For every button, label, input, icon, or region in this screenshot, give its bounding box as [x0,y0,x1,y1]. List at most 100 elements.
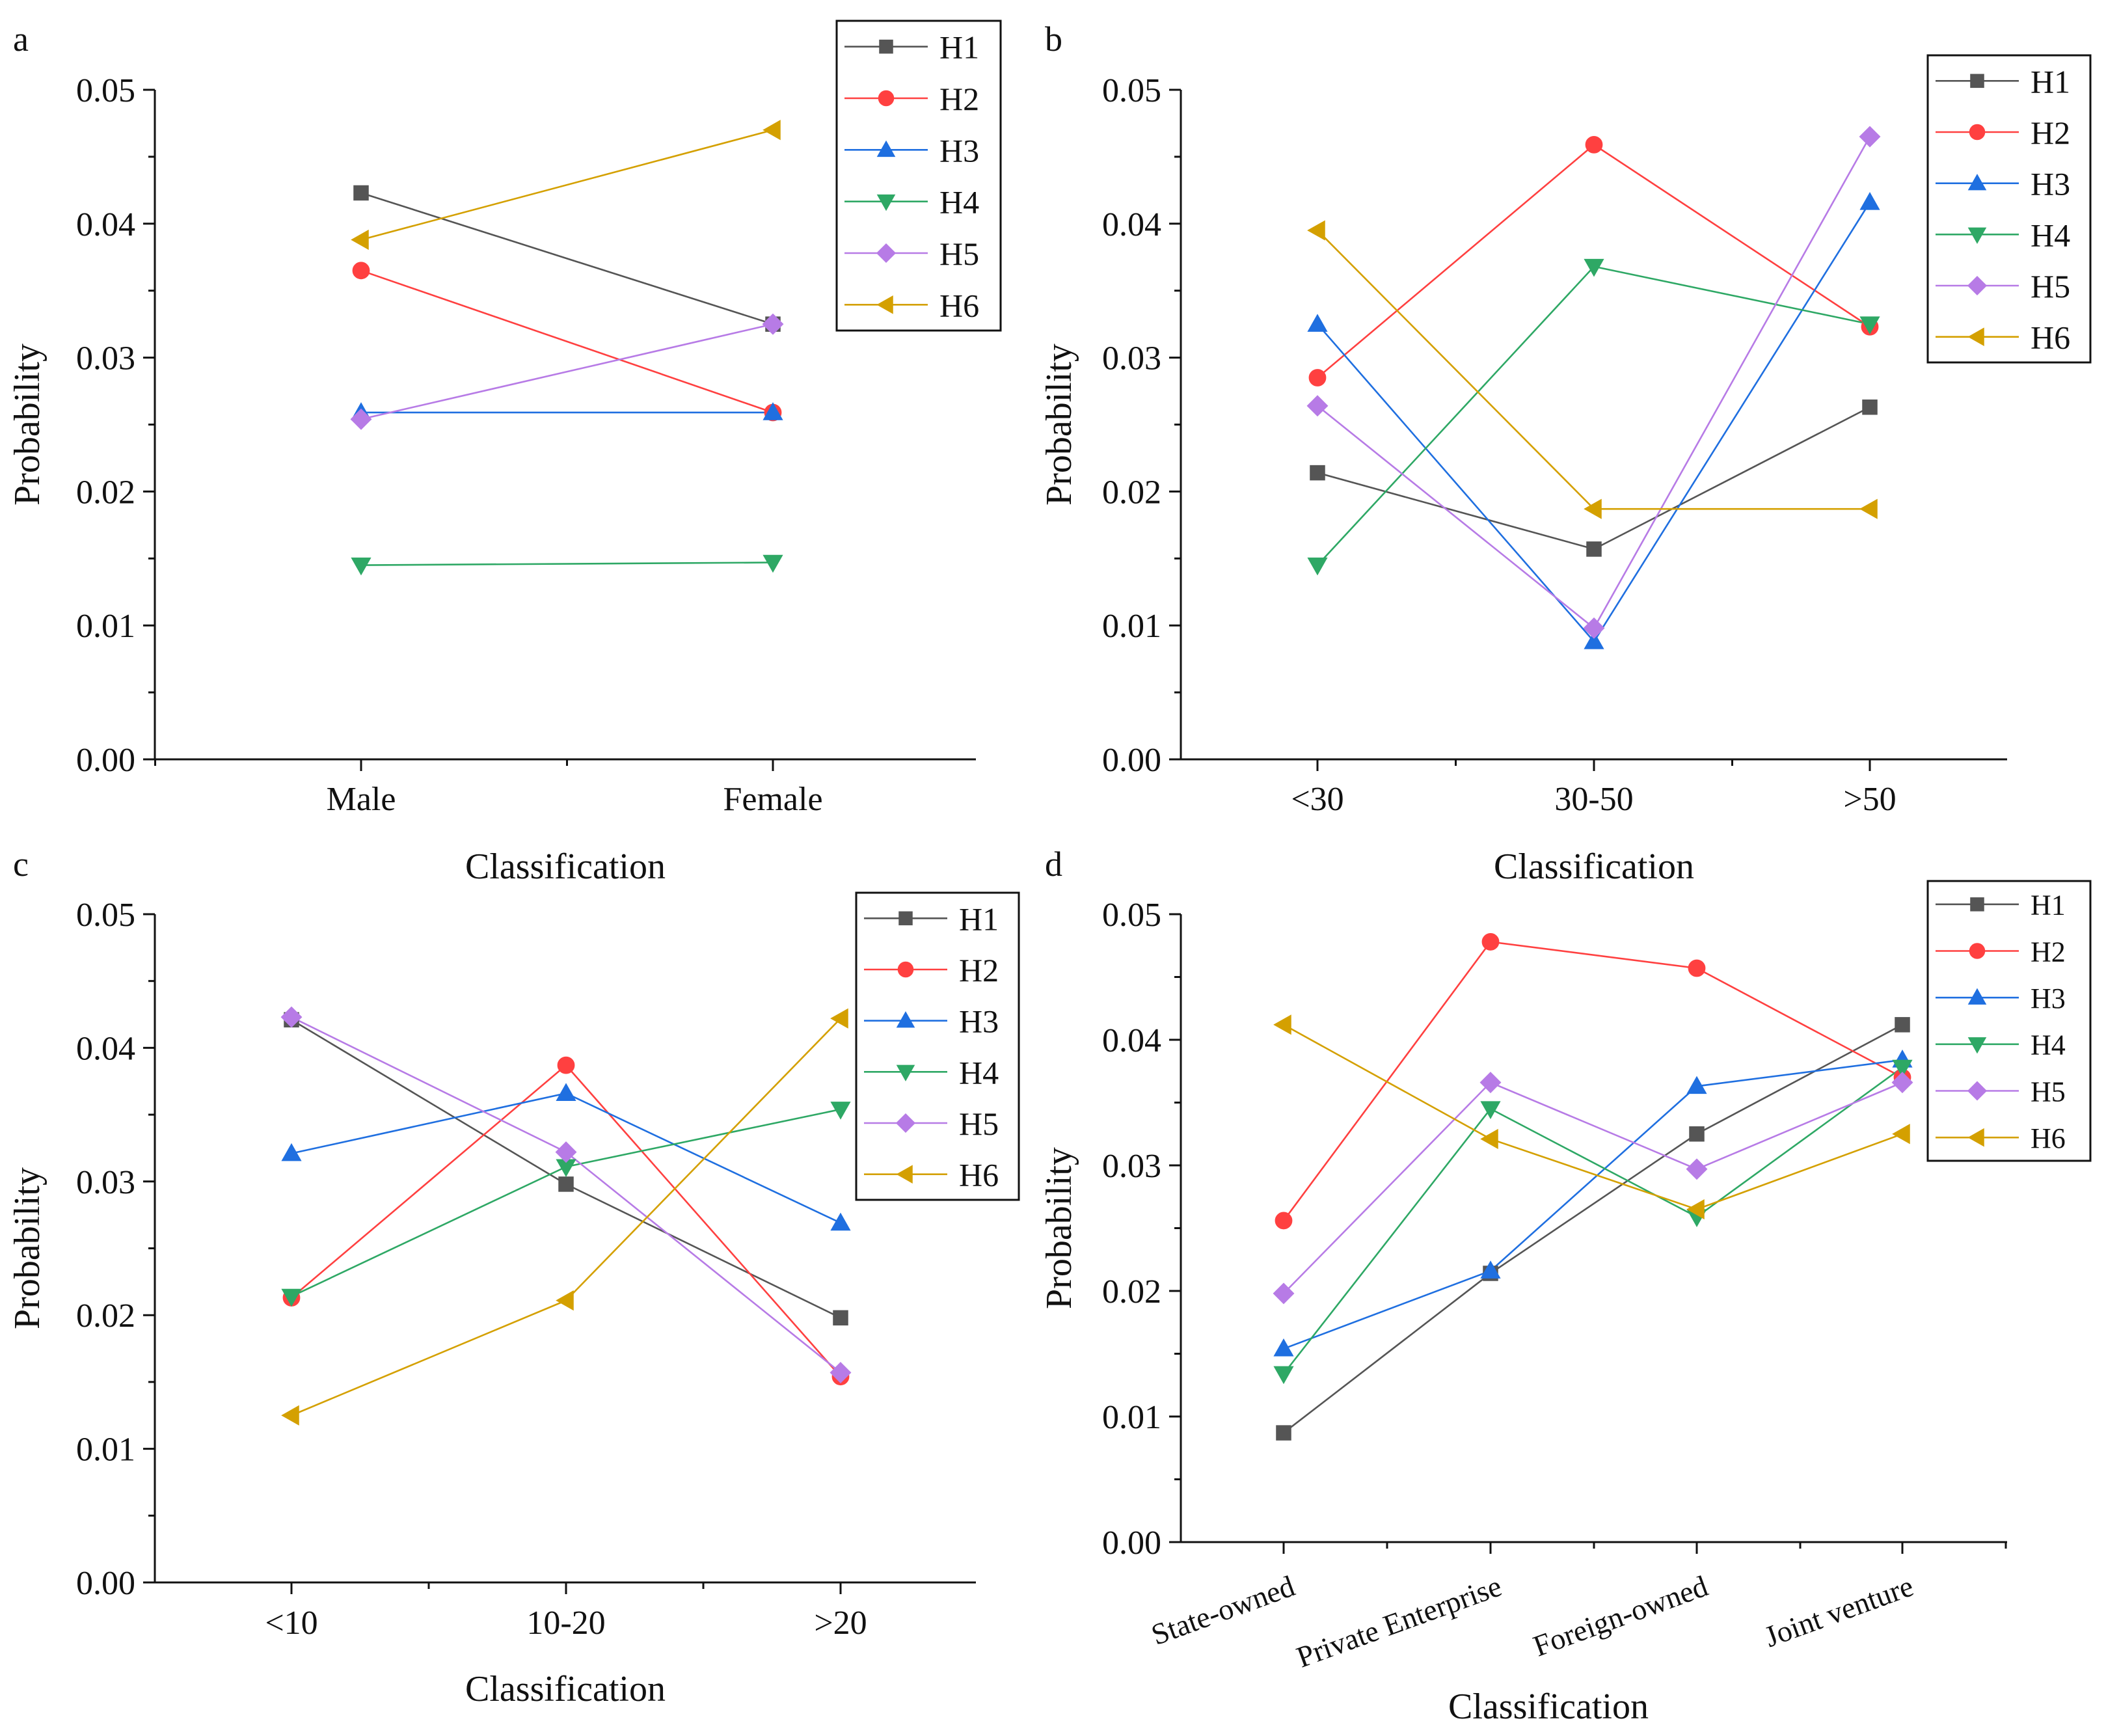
data-point-h5 [1273,1282,1295,1305]
legend-label-h5: H5 [959,1105,999,1142]
data-point-h5 [1859,126,1881,148]
legend-label-h4: H4 [2031,217,2070,253]
x-tick-label: 30-50 [1554,781,1633,818]
data-point-h6 [1892,1124,1910,1145]
x-axis-title: Classification [1448,1687,1649,1727]
series-line-h4 [291,1108,841,1297]
data-point-h4 [763,554,783,573]
x-tick-label: Private Enterprise [1292,1569,1505,1674]
legend-label-h2: H2 [959,952,999,988]
legend-marker-h3 [896,1011,915,1028]
data-point-h3 [830,1212,851,1231]
legend-marker-h6 [876,295,893,314]
data-point-h2 [1481,933,1500,951]
legend-label-h1: H1 [959,901,999,937]
y-tick-label: 0.05 [1102,72,1161,109]
panel-label: d [1045,845,1062,884]
legend-marker-h4 [1967,227,1987,244]
y-tick-label: 0.05 [76,897,135,934]
data-point-h1 [1862,399,1878,415]
chart-panel-d: d 0.00 0.01 0.02 0.03 0.04 0.05 State-ownedPriv… [1039,845,2092,1727]
y-tick-label: 0.00 [1102,1525,1161,1562]
y-tick-label: 0.01 [1102,1399,1161,1436]
data-point-h6 [1480,1128,1498,1150]
legend-marker-h2 [1969,124,1986,141]
legend-box [835,20,1002,332]
x-axis-title: Classification [465,847,666,887]
legend-marker-h1 [1970,897,1984,912]
data-point-h6 [830,1008,848,1029]
series-line-h1 [360,192,774,325]
legend-label-h2: H2 [2031,936,2066,968]
data-point-h4 [1892,1059,1913,1078]
series-line-h4 [1282,1066,1903,1375]
legend-label-h3: H3 [959,1003,999,1040]
legend-marker-h1 [879,39,893,54]
data-point-h5 [1686,1158,1708,1180]
series-line-h4 [360,562,774,566]
legend-label-h4: H4 [939,184,979,221]
legend-marker-h2 [897,961,914,978]
x-tick-label: <10 [265,1605,317,1642]
data-point-h5 [1891,1072,1913,1094]
legend-label-h3: H3 [2031,166,2070,202]
y-tick-label: 0.02 [1102,474,1161,511]
data-point-h3 [556,1083,576,1101]
series-line-h6 [360,129,774,241]
data-point-h1 [1310,465,1325,481]
legend-label-h5: H5 [2031,268,2070,305]
data-point-h4 [830,1102,851,1120]
legend-label-h6: H6 [2031,1122,2066,1154]
y-tick-label: 0.03 [76,1164,135,1201]
data-point-h5 [350,408,372,430]
y-tick-label: 0.04 [1102,206,1161,243]
data-point-h2 [557,1056,575,1074]
x-tick-label: Female [723,781,822,818]
data-point-h5 [762,313,784,335]
data-point-h1 [558,1176,574,1192]
legend-marker-h4 [896,1065,915,1081]
data-point-h2 [1308,369,1327,387]
legend-label-h1: H1 [2031,63,2070,100]
y-tick-label: 0.04 [76,1030,135,1067]
y-tick-label: 0.01 [1102,608,1161,645]
y-tick-label: 0.04 [76,206,135,243]
legend-marker-h3 [876,140,896,157]
data-point-h5 [280,1006,303,1028]
series-line-h4 [1317,265,1870,566]
y-tick-label: 0.02 [76,1297,135,1335]
x-tick-label: Male [327,781,396,818]
data-point-h3 [1480,1260,1501,1279]
series-line-h5 [1283,1081,1903,1294]
legend: H1 H2 H3 H4 H5 H6 [1926,54,2092,364]
y-tick-label: 0.05 [1102,897,1161,934]
series-line-h6 [291,1018,841,1417]
legend-marker-h3 [1967,174,1987,191]
x-axis-title: Classification [1494,847,1694,887]
chart-panel-c: c 0.00 0.01 0.02 0.03 0.04 0.05 <10 10-20 >20 Clas… [7,845,1020,1709]
legend-label-h2: H2 [2031,115,2070,151]
series-line-h5 [360,323,774,420]
y-axis-title: Probability [1039,1147,1079,1309]
data-point-h5 [1583,617,1605,639]
series-line-h2 [291,1064,841,1377]
data-point-h3 [1859,192,1880,210]
data-point-h5 [555,1141,577,1163]
legend-marker-h5 [895,1113,916,1133]
x-axis-title: Classification [465,1669,666,1709]
data-point-h1 [833,1310,848,1326]
data-point-h1 [1276,1425,1291,1441]
legend-marker-h5 [1967,1081,1988,1101]
legend-marker-h4 [1967,1037,1987,1054]
x-tick-label: <30 [1291,781,1343,818]
legend-label-h5: H5 [2031,1076,2066,1107]
y-tick-label: 0.00 [76,1565,135,1602]
x-tick-label: 10-20 [526,1605,605,1642]
data-point-h6 [1307,220,1325,241]
data-point-h4 [1307,557,1328,576]
data-point-h4 [281,1288,302,1307]
legend-label-h5: H5 [939,236,979,272]
y-tick-label: 0.00 [76,742,135,779]
data-point-h3 [1686,1076,1707,1094]
data-point-h6 [281,1405,299,1426]
